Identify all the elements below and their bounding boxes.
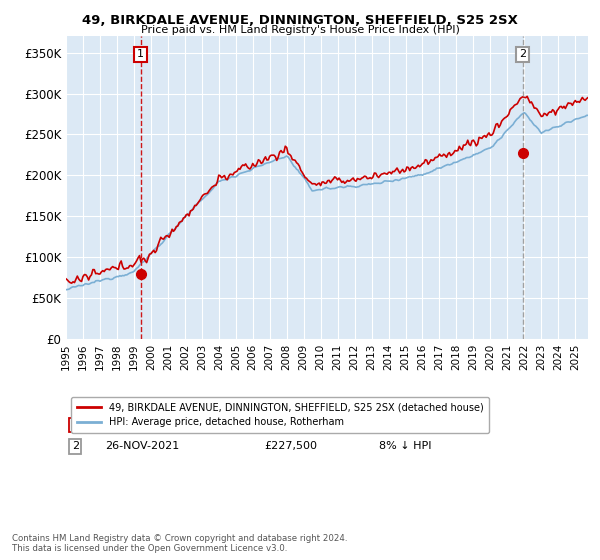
Text: 2: 2 (72, 441, 79, 451)
Text: Price paid vs. HM Land Registry's House Price Index (HPI): Price paid vs. HM Land Registry's House … (140, 25, 460, 35)
Text: £79,750: £79,750 (265, 420, 310, 430)
Text: Contains HM Land Registry data © Crown copyright and database right 2024.
This d: Contains HM Land Registry data © Crown c… (12, 534, 347, 553)
Text: 1: 1 (72, 420, 79, 430)
Text: 49, BIRKDALE AVENUE, DINNINGTON, SHEFFIELD, S25 2SX: 49, BIRKDALE AVENUE, DINNINGTON, SHEFFIE… (82, 14, 518, 27)
Text: £227,500: £227,500 (265, 441, 317, 451)
Legend: 49, BIRKDALE AVENUE, DINNINGTON, SHEFFIELD, S25 2SX (detached house), HPI: Avera: 49, BIRKDALE AVENUE, DINNINGTON, SHEFFIE… (71, 396, 490, 433)
Text: 13% ↑ HPI: 13% ↑ HPI (379, 420, 439, 430)
Text: 1: 1 (137, 49, 144, 59)
Text: 8% ↓ HPI: 8% ↓ HPI (379, 441, 432, 451)
Text: 2: 2 (519, 49, 526, 59)
Text: 26-NOV-2021: 26-NOV-2021 (105, 441, 179, 451)
Text: 28-MAY-1999: 28-MAY-1999 (105, 420, 178, 430)
